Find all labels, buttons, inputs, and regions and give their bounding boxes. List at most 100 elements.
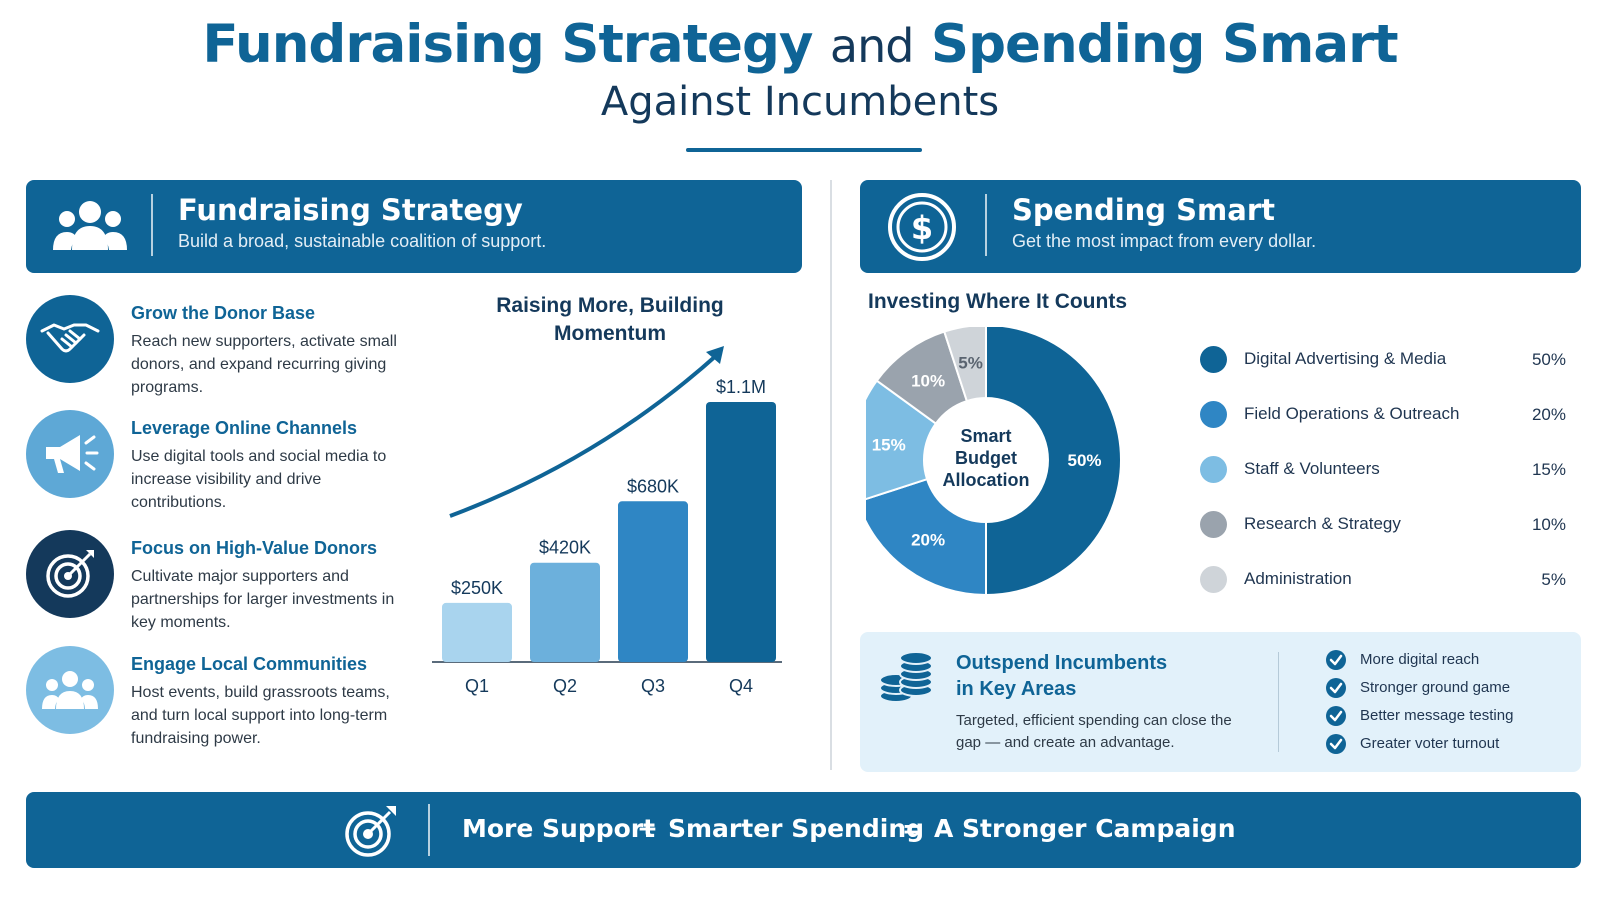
trend-arrow-head bbox=[706, 346, 724, 364]
strategy-desc: Host events, build grassroots teams, and… bbox=[131, 684, 390, 747]
spending-banner: $ Spending Smart Get the most impact fro… bbox=[860, 180, 1581, 273]
bar-chart: $250K Q1 $420K Q2 $680K Q3 $1.1M Q4 bbox=[432, 346, 782, 696]
outspend-box: Outspend Incumbents in Key Areas Targete… bbox=[860, 632, 1581, 772]
coin-stack-icon bbox=[876, 650, 936, 706]
check-label: Stronger ground game bbox=[1360, 679, 1511, 696]
people-group-icon bbox=[50, 192, 130, 262]
bar-value-label: $680K bbox=[627, 476, 679, 496]
page-subtitle: Against Incumbents bbox=[600, 79, 1000, 125]
outspend-desc: Targeted, efficient spending can close t… bbox=[956, 712, 1232, 751]
check-label: More digital reach bbox=[1360, 651, 1480, 668]
bar-category-label: Q1 bbox=[465, 676, 489, 696]
legend-value: 10% bbox=[1531, 515, 1566, 534]
legend-item: Field Operations & Outreach 20% bbox=[1200, 401, 1576, 456]
bottom-plus-sign: + bbox=[637, 814, 658, 843]
spending-banner-title: Spending Smart bbox=[1012, 193, 1275, 227]
handshake-icon bbox=[26, 295, 114, 383]
pie-center-label: Allocation bbox=[942, 470, 1029, 490]
pie-center-label: Smart bbox=[960, 426, 1011, 446]
community-icon bbox=[26, 646, 114, 734]
strategy-desc: Cultivate major supporters and partnersh… bbox=[131, 568, 395, 631]
pie-center-label: Budget bbox=[955, 448, 1017, 468]
title-part2: Spending Smart bbox=[930, 14, 1399, 75]
bottom-stronger-campaign: A Stronger Campaign bbox=[934, 814, 1236, 843]
pie-slice-label: 10% bbox=[911, 371, 945, 390]
page-title-area: Fundraising Strategy and Spending Smart … bbox=[0, 14, 1600, 125]
bottom-more-support: More Support bbox=[462, 814, 656, 843]
banner-separator bbox=[151, 194, 153, 256]
strategy-title: Focus on High-Value Donors bbox=[131, 538, 378, 558]
spending-banner-subtitle: Get the most impact from every dollar. bbox=[1012, 231, 1317, 251]
outspend-title-line1: Outspend Incumbents bbox=[956, 652, 1168, 674]
pie-slice-label: 50% bbox=[1067, 451, 1101, 470]
legend-swatch bbox=[1200, 346, 1227, 373]
legend-label: Staff & Volunteers bbox=[1244, 459, 1380, 478]
checkmark-icon bbox=[1326, 706, 1346, 726]
strategy-desc: Use digital tools and social media to in… bbox=[131, 448, 387, 511]
banner-separator bbox=[985, 194, 987, 256]
legend-item: Administration 5% bbox=[1200, 566, 1576, 621]
pie-slice-label: 15% bbox=[872, 436, 906, 455]
pie-slice-4 bbox=[943, 327, 987, 403]
bottom-equals-sign: = bbox=[902, 814, 923, 843]
title-underline bbox=[686, 148, 922, 152]
legend-item: Staff & Volunteers 15% bbox=[1200, 456, 1576, 511]
legend-swatch bbox=[1200, 456, 1227, 483]
checkmark-icon bbox=[1326, 650, 1346, 670]
outspend-separator bbox=[1278, 652, 1279, 752]
legend-item: Digital Advertising & Media 50% bbox=[1200, 346, 1576, 401]
strategy-title: Leverage Online Channels bbox=[131, 418, 358, 438]
legend-swatch bbox=[1200, 511, 1227, 538]
megaphone-icon bbox=[26, 410, 114, 498]
legend-value: 20% bbox=[1531, 405, 1566, 424]
bar-q3 bbox=[618, 501, 688, 662]
bar-chart-title: Raising More, Building Momentum bbox=[496, 294, 724, 345]
bottom-banner: More Support + Smarter Spending = A Stro… bbox=[26, 792, 1581, 868]
fundraising-banner-subtitle: Build a broad, sustainable coalition of … bbox=[178, 231, 547, 251]
bottom-smarter-spending: Smarter Spending bbox=[668, 814, 925, 843]
fundraising-banner-title: Fundraising Strategy bbox=[178, 193, 523, 227]
fundraising-banner: Fundraising Strategy Build a broad, sust… bbox=[26, 180, 802, 273]
checkmark-icon bbox=[1326, 678, 1346, 698]
bar-value-label: $250K bbox=[451, 578, 503, 598]
target-icon bbox=[344, 802, 400, 858]
outspend-title-line2: in Key Areas bbox=[956, 678, 1077, 700]
legend-label: Research & Strategy bbox=[1244, 514, 1401, 533]
pie-slice-2 bbox=[866, 379, 938, 501]
strategy-desc: Reach new supporters, activate small don… bbox=[131, 333, 397, 396]
trend-arrow bbox=[449, 352, 720, 518]
legend-value: 50% bbox=[1531, 350, 1566, 369]
bar-q4 bbox=[706, 402, 776, 662]
pie-legend: Digital Advertising & Media 50% Field Oper… bbox=[1200, 346, 1576, 621]
check-label: Better message testing bbox=[1360, 707, 1514, 724]
checkmark-icon bbox=[1326, 734, 1346, 754]
bar-category-label: Q3 bbox=[641, 676, 665, 696]
pie-slice-label: 5% bbox=[958, 354, 983, 373]
legend-item: Research & Strategy 10% bbox=[1200, 511, 1576, 566]
svg-text:$: $ bbox=[911, 209, 933, 247]
legend-swatch bbox=[1200, 566, 1227, 593]
legend-label: Digital Advertising & Media bbox=[1244, 349, 1447, 368]
bottom-separator bbox=[428, 804, 430, 856]
check-label: Greater voter turnout bbox=[1360, 735, 1500, 752]
bar-category-label: Q4 bbox=[729, 676, 753, 696]
dollar-coin-icon: $ bbox=[884, 192, 964, 262]
target-icon bbox=[26, 530, 114, 618]
pie-slice-0 bbox=[985, 327, 1122, 597]
title-and: and bbox=[829, 19, 915, 73]
strategy-title: Grow the Donor Base bbox=[131, 303, 316, 323]
legend-label: Field Operations & Outreach bbox=[1244, 404, 1460, 423]
bar-value-label: $420K bbox=[539, 538, 591, 558]
outspend-title: Outspend Incumbents in Key Areas bbox=[956, 650, 1167, 702]
pie-slice-label: 20% bbox=[911, 531, 945, 550]
pie-chart-title: Investing Where It Counts bbox=[868, 290, 1128, 313]
pie-slice-1 bbox=[866, 477, 987, 597]
page-title: Fundraising Strategy and Spending Smart bbox=[0, 14, 1600, 75]
legend-value: 15% bbox=[1531, 460, 1566, 479]
bar-q2 bbox=[530, 562, 600, 662]
bar-category-label: Q2 bbox=[553, 676, 577, 696]
bar-value-label: $1.1M bbox=[716, 377, 766, 397]
legend-label: Administration bbox=[1244, 569, 1352, 588]
bar-q1 bbox=[442, 602, 512, 662]
